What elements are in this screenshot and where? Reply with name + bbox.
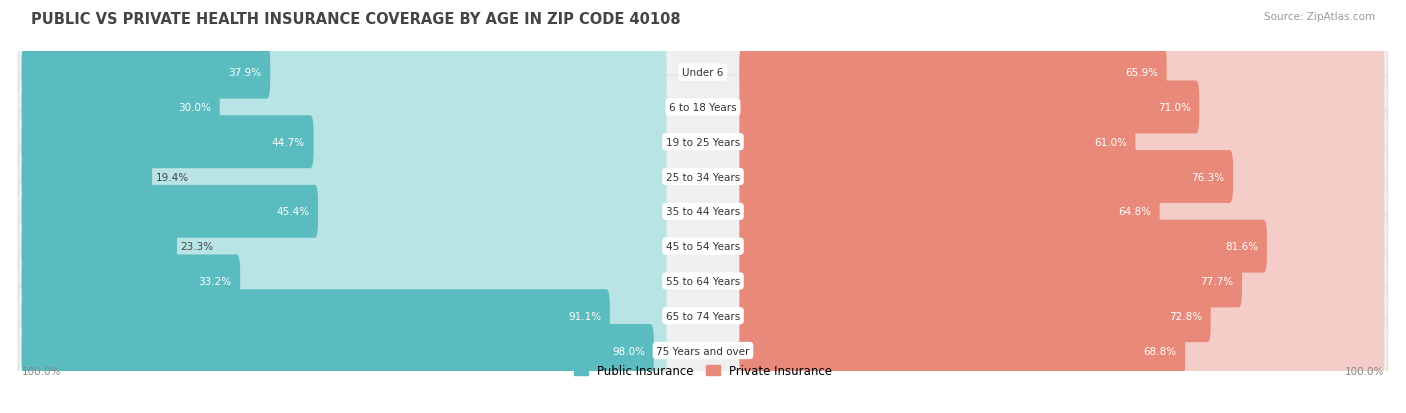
FancyBboxPatch shape <box>21 220 666 273</box>
FancyBboxPatch shape <box>21 290 610 342</box>
FancyBboxPatch shape <box>740 220 1385 273</box>
Text: Source: ZipAtlas.com: Source: ZipAtlas.com <box>1264 12 1375 22</box>
Text: 81.6%: 81.6% <box>1225 242 1258 252</box>
FancyBboxPatch shape <box>18 76 1388 140</box>
FancyBboxPatch shape <box>740 324 1385 377</box>
Text: 45 to 54 Years: 45 to 54 Years <box>666 242 740 252</box>
FancyBboxPatch shape <box>18 41 1388 105</box>
FancyBboxPatch shape <box>740 116 1385 169</box>
Text: 55 to 64 Years: 55 to 64 Years <box>666 276 740 286</box>
Text: 61.0%: 61.0% <box>1094 138 1126 147</box>
FancyBboxPatch shape <box>21 151 152 204</box>
FancyBboxPatch shape <box>18 145 1388 209</box>
FancyBboxPatch shape <box>740 290 1211 342</box>
FancyBboxPatch shape <box>740 81 1385 134</box>
Text: 19.4%: 19.4% <box>156 172 188 182</box>
Text: 23.3%: 23.3% <box>180 242 214 252</box>
FancyBboxPatch shape <box>18 249 1388 313</box>
Text: Under 6: Under 6 <box>682 68 724 78</box>
FancyBboxPatch shape <box>18 215 1388 278</box>
Text: 30.0%: 30.0% <box>179 103 211 113</box>
FancyBboxPatch shape <box>740 81 1199 134</box>
FancyBboxPatch shape <box>18 284 1388 348</box>
FancyBboxPatch shape <box>21 81 666 134</box>
Text: 98.0%: 98.0% <box>612 346 645 356</box>
Text: 33.2%: 33.2% <box>198 276 232 286</box>
Text: 75 Years and over: 75 Years and over <box>657 346 749 356</box>
Text: 35 to 44 Years: 35 to 44 Years <box>666 207 740 217</box>
FancyBboxPatch shape <box>740 185 1385 238</box>
Text: 45.4%: 45.4% <box>277 207 309 217</box>
FancyBboxPatch shape <box>740 47 1385 100</box>
Text: 68.8%: 68.8% <box>1143 346 1177 356</box>
Text: 19 to 25 Years: 19 to 25 Years <box>666 138 740 147</box>
Text: 6 to 18 Years: 6 to 18 Years <box>669 103 737 113</box>
Text: 44.7%: 44.7% <box>271 138 305 147</box>
FancyBboxPatch shape <box>21 81 219 134</box>
Text: 76.3%: 76.3% <box>1191 172 1225 182</box>
Text: 65 to 74 Years: 65 to 74 Years <box>666 311 740 321</box>
Legend: Public Insurance, Private Insurance: Public Insurance, Private Insurance <box>569 359 837 382</box>
FancyBboxPatch shape <box>740 324 1185 377</box>
FancyBboxPatch shape <box>21 47 666 100</box>
Text: 64.8%: 64.8% <box>1118 207 1152 217</box>
FancyBboxPatch shape <box>21 324 654 377</box>
FancyBboxPatch shape <box>740 255 1385 308</box>
Text: 77.7%: 77.7% <box>1201 276 1233 286</box>
Text: 71.0%: 71.0% <box>1157 103 1191 113</box>
FancyBboxPatch shape <box>740 220 1267 273</box>
FancyBboxPatch shape <box>21 185 318 238</box>
FancyBboxPatch shape <box>740 47 1167 100</box>
FancyBboxPatch shape <box>21 151 666 204</box>
Text: 37.9%: 37.9% <box>228 68 262 78</box>
FancyBboxPatch shape <box>21 290 666 342</box>
Text: 72.8%: 72.8% <box>1168 311 1202 321</box>
Text: 91.1%: 91.1% <box>568 311 602 321</box>
FancyBboxPatch shape <box>18 319 1388 382</box>
FancyBboxPatch shape <box>740 255 1241 308</box>
FancyBboxPatch shape <box>21 116 666 169</box>
Text: 65.9%: 65.9% <box>1125 68 1159 78</box>
FancyBboxPatch shape <box>21 185 666 238</box>
Text: 100.0%: 100.0% <box>21 366 60 377</box>
FancyBboxPatch shape <box>740 116 1136 169</box>
FancyBboxPatch shape <box>21 324 666 377</box>
Text: PUBLIC VS PRIVATE HEALTH INSURANCE COVERAGE BY AGE IN ZIP CODE 40108: PUBLIC VS PRIVATE HEALTH INSURANCE COVER… <box>31 12 681 27</box>
FancyBboxPatch shape <box>21 116 314 169</box>
FancyBboxPatch shape <box>740 185 1160 238</box>
FancyBboxPatch shape <box>21 220 177 273</box>
FancyBboxPatch shape <box>21 255 666 308</box>
FancyBboxPatch shape <box>740 151 1385 204</box>
Text: 25 to 34 Years: 25 to 34 Years <box>666 172 740 182</box>
FancyBboxPatch shape <box>21 47 270 100</box>
FancyBboxPatch shape <box>740 151 1233 204</box>
Text: 100.0%: 100.0% <box>1346 366 1385 377</box>
FancyBboxPatch shape <box>740 290 1385 342</box>
FancyBboxPatch shape <box>18 180 1388 244</box>
FancyBboxPatch shape <box>21 255 240 308</box>
FancyBboxPatch shape <box>18 110 1388 174</box>
